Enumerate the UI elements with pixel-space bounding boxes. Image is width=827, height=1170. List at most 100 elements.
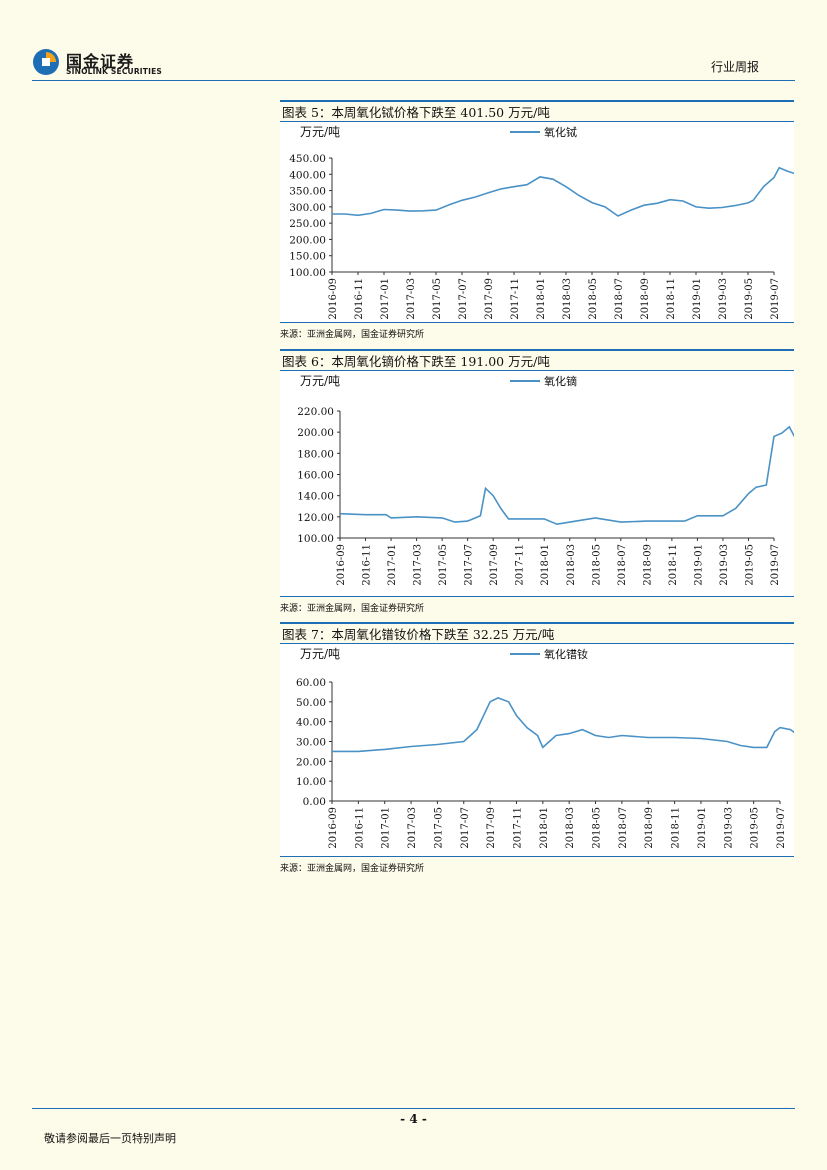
series-line <box>339 425 801 526</box>
y-tick-label: 200.00 <box>297 427 334 439</box>
x-tick-label: 2017-09 <box>486 807 497 849</box>
x-tick-label: 2017-09 <box>489 544 500 586</box>
y-tick-label: 120.00 <box>297 512 334 524</box>
x-tick-label: 2016-09 <box>328 807 339 849</box>
legend-label: 氧化镝 <box>544 374 577 388</box>
y-axis-unit-label: 万元/吨 <box>300 647 340 661</box>
x-tick-label: 2018-07 <box>614 278 625 320</box>
logo-chinese-text: 国金证券 <box>66 52 135 71</box>
x-tick-label: 2016-11 <box>362 544 373 586</box>
x-tick-label: 2019-01 <box>697 807 708 849</box>
figure-source: 来源：亚洲金属网，国金证券研究所 <box>280 322 794 340</box>
y-tick-label: 10.00 <box>296 776 326 788</box>
y-tick-label: 60.00 <box>296 677 326 689</box>
y-tick-label: 0.00 <box>303 796 326 808</box>
y-tick-label: 250.00 <box>289 218 326 230</box>
x-tick-label: 2019-01 <box>692 278 703 320</box>
x-tick-label: 2018-03 <box>565 807 576 849</box>
x-tick-label: 2017-07 <box>458 278 469 320</box>
x-tick-label: 2017-03 <box>407 807 418 849</box>
x-tick-label: 2018-05 <box>588 278 599 320</box>
y-tick-label: 220.00 <box>297 406 334 418</box>
x-tick-label: 2019-07 <box>776 807 787 849</box>
x-tick-label: 2017-07 <box>460 807 471 849</box>
x-tick-label: 2016-09 <box>328 278 339 320</box>
y-axis-unit-label: 万元/吨 <box>300 125 340 139</box>
chart-praseodymium-neodymium: 万元/吨 氧化镨钕 60.00 50.00 40.00 30.00 20.00 10.00 0.… <box>280 644 807 856</box>
legend-label: 氧化铽 <box>544 125 577 139</box>
report-type: 行业周报 <box>710 60 759 74</box>
x-tick-label: 2019-05 <box>750 807 761 849</box>
x-tick-label: 2018-05 <box>591 544 602 586</box>
figure-title: 图表 6：本周氧化镝价格下跌至 191.00 万元/吨 <box>280 349 794 371</box>
y-tick-label: 140.00 <box>297 491 334 503</box>
x-tick-label: 2018-01 <box>540 544 551 586</box>
y-tick-label: 450.00 <box>289 153 326 165</box>
logo-mark-icon <box>33 49 59 75</box>
x-tick-label: 2017-01 <box>387 544 398 586</box>
x-tick-label: 2018-03 <box>566 544 577 586</box>
x-tick-label: 2018-07 <box>617 544 628 586</box>
legend-label: 氧化镨钕 <box>544 647 588 661</box>
x-tick-label: 2018-09 <box>640 278 651 320</box>
series-line <box>332 697 807 753</box>
y-tick-label: 300.00 <box>289 202 326 214</box>
figure-source: 来源：亚洲金属网，国金证券研究所 <box>280 596 794 614</box>
x-tick-label: 2017-07 <box>464 544 475 586</box>
x-tick-label: 2019-07 <box>770 278 781 320</box>
y-tick-label: 40.00 <box>296 717 326 729</box>
x-tick-label: 2018-11 <box>668 544 679 586</box>
x-tick-label: 2017-03 <box>413 544 424 586</box>
x-tick-label: 2019-05 <box>744 544 755 586</box>
disclaimer-text: 敬请参阅最后一页特别声明 <box>44 1132 176 1145</box>
figure-title: 图表 7：本周氧化镨钕价格下跌至 32.25 万元/吨 <box>280 622 794 644</box>
y-tick-label: 20.00 <box>296 756 326 768</box>
x-tick-label: 2016-11 <box>354 278 365 320</box>
y-tick-label: 100.00 <box>289 267 326 279</box>
y-tick-label: 30.00 <box>296 737 326 749</box>
x-tick-label: 2018-05 <box>592 807 603 849</box>
x-tick-label: 2017-05 <box>432 278 443 320</box>
x-tick-label: 2019-03 <box>719 544 730 586</box>
line-chart: 万元/吨 氧化镨钕 60.00 50.00 40.00 30.00 20.00 10.00 0.… <box>296 647 807 849</box>
x-tick-label: 2017-01 <box>381 807 392 849</box>
line-chart: 万元/吨 氧化铽 450.00 400.00 350.00 300.00 250.00 200… <box>289 125 801 320</box>
x-tick-label: 2018-11 <box>671 807 682 849</box>
header-divider <box>32 80 795 81</box>
page-number: - 4 - <box>400 1112 427 1126</box>
x-tick-label: 2018-09 <box>642 544 653 586</box>
y-tick-label: 350.00 <box>289 186 326 198</box>
logo-english-text: SINOLINK SECURITIES <box>66 67 163 76</box>
x-tick-label: 2018-07 <box>618 807 629 849</box>
y-tick-label: 160.00 <box>297 470 334 482</box>
x-tick-label: 2017-11 <box>515 544 526 586</box>
x-tick-label: 2019-03 <box>723 807 734 849</box>
x-tick-label: 2016-09 <box>336 544 347 586</box>
y-tick-label: 150.00 <box>289 251 326 263</box>
y-axis-unit-label: 万元/吨 <box>300 374 340 388</box>
y-tick-label: 50.00 <box>296 697 326 709</box>
chart-dysprosium: 万元/吨 氧化镝 220.00 200.00 180.00 160.00 140.00 120… <box>280 371 801 596</box>
y-tick-label: 200.00 <box>289 234 326 246</box>
x-tick-label: 2016-11 <box>354 807 365 849</box>
x-tick-label: 2018-09 <box>644 807 655 849</box>
y-tick-label: 400.00 <box>289 169 326 181</box>
x-tick-label: 2017-05 <box>433 807 444 849</box>
x-tick-label: 2018-01 <box>539 807 550 849</box>
x-tick-label: 2017-09 <box>484 278 495 320</box>
y-tick-label: 100.00 <box>297 533 334 545</box>
x-tick-label: 2017-03 <box>406 278 417 320</box>
footer-divider <box>32 1108 795 1109</box>
x-tick-label: 2017-05 <box>438 544 449 586</box>
x-tick-label: 2018-01 <box>536 278 547 320</box>
figure-title: 图表 5：本周氧化铽价格下跌至 401.50 万元/吨 <box>280 100 794 122</box>
x-tick-label: 2019-05 <box>744 278 755 320</box>
series-line <box>332 166 801 217</box>
x-tick-label: 2019-07 <box>770 544 781 586</box>
x-tick-label: 2017-11 <box>512 807 523 849</box>
x-tick-label: 2019-03 <box>718 278 729 320</box>
line-chart: 万元/吨 氧化镝 220.00 200.00 180.00 160.00 140.00 120… <box>297 374 801 586</box>
x-tick-label: 2018-11 <box>666 278 677 320</box>
figure-source: 来源：亚洲金属网，国金证券研究所 <box>280 856 794 874</box>
x-tick-label: 2017-01 <box>380 278 391 320</box>
